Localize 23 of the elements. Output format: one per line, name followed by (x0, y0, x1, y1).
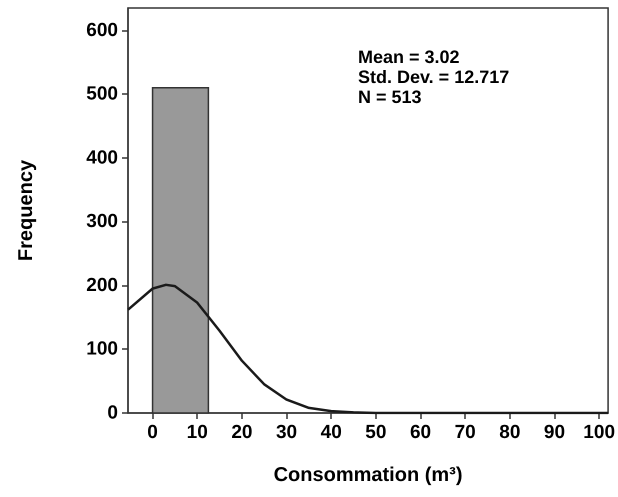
y-tick-label: 100 (86, 338, 118, 360)
y-axis-title: Frequency (15, 159, 37, 262)
y-tick-label: 300 (86, 211, 118, 232)
x-tick-label: 20 (231, 422, 252, 443)
x-tick-label: 50 (365, 422, 386, 443)
x-tick-label: 80 (499, 422, 520, 443)
annotation: Mean = 3.02 (358, 47, 460, 67)
x-tick-label: 30 (276, 422, 298, 443)
x-tick-label: 70 (454, 422, 476, 443)
x-tick-label: 90 (544, 422, 566, 443)
y-tick-label: 500 (86, 84, 118, 105)
x-tick-label: 10 (186, 422, 208, 443)
y-tick-label: 200 (86, 274, 118, 296)
x-axis-title: Consommation (m³) (274, 464, 462, 486)
x-tick-label: 60 (410, 422, 432, 443)
annotation: Std. Dev. = 12.717 (358, 67, 510, 87)
x-tick-label: 40 (320, 422, 342, 443)
y-tick-label: 400 (86, 147, 118, 168)
annotation: N = 513 (358, 87, 422, 107)
y-tick-label: 600 (86, 20, 118, 41)
x-tick-label: 0 (147, 422, 158, 443)
y-tick-label: 0 (107, 402, 118, 424)
x-tick-label: 100 (583, 422, 615, 443)
